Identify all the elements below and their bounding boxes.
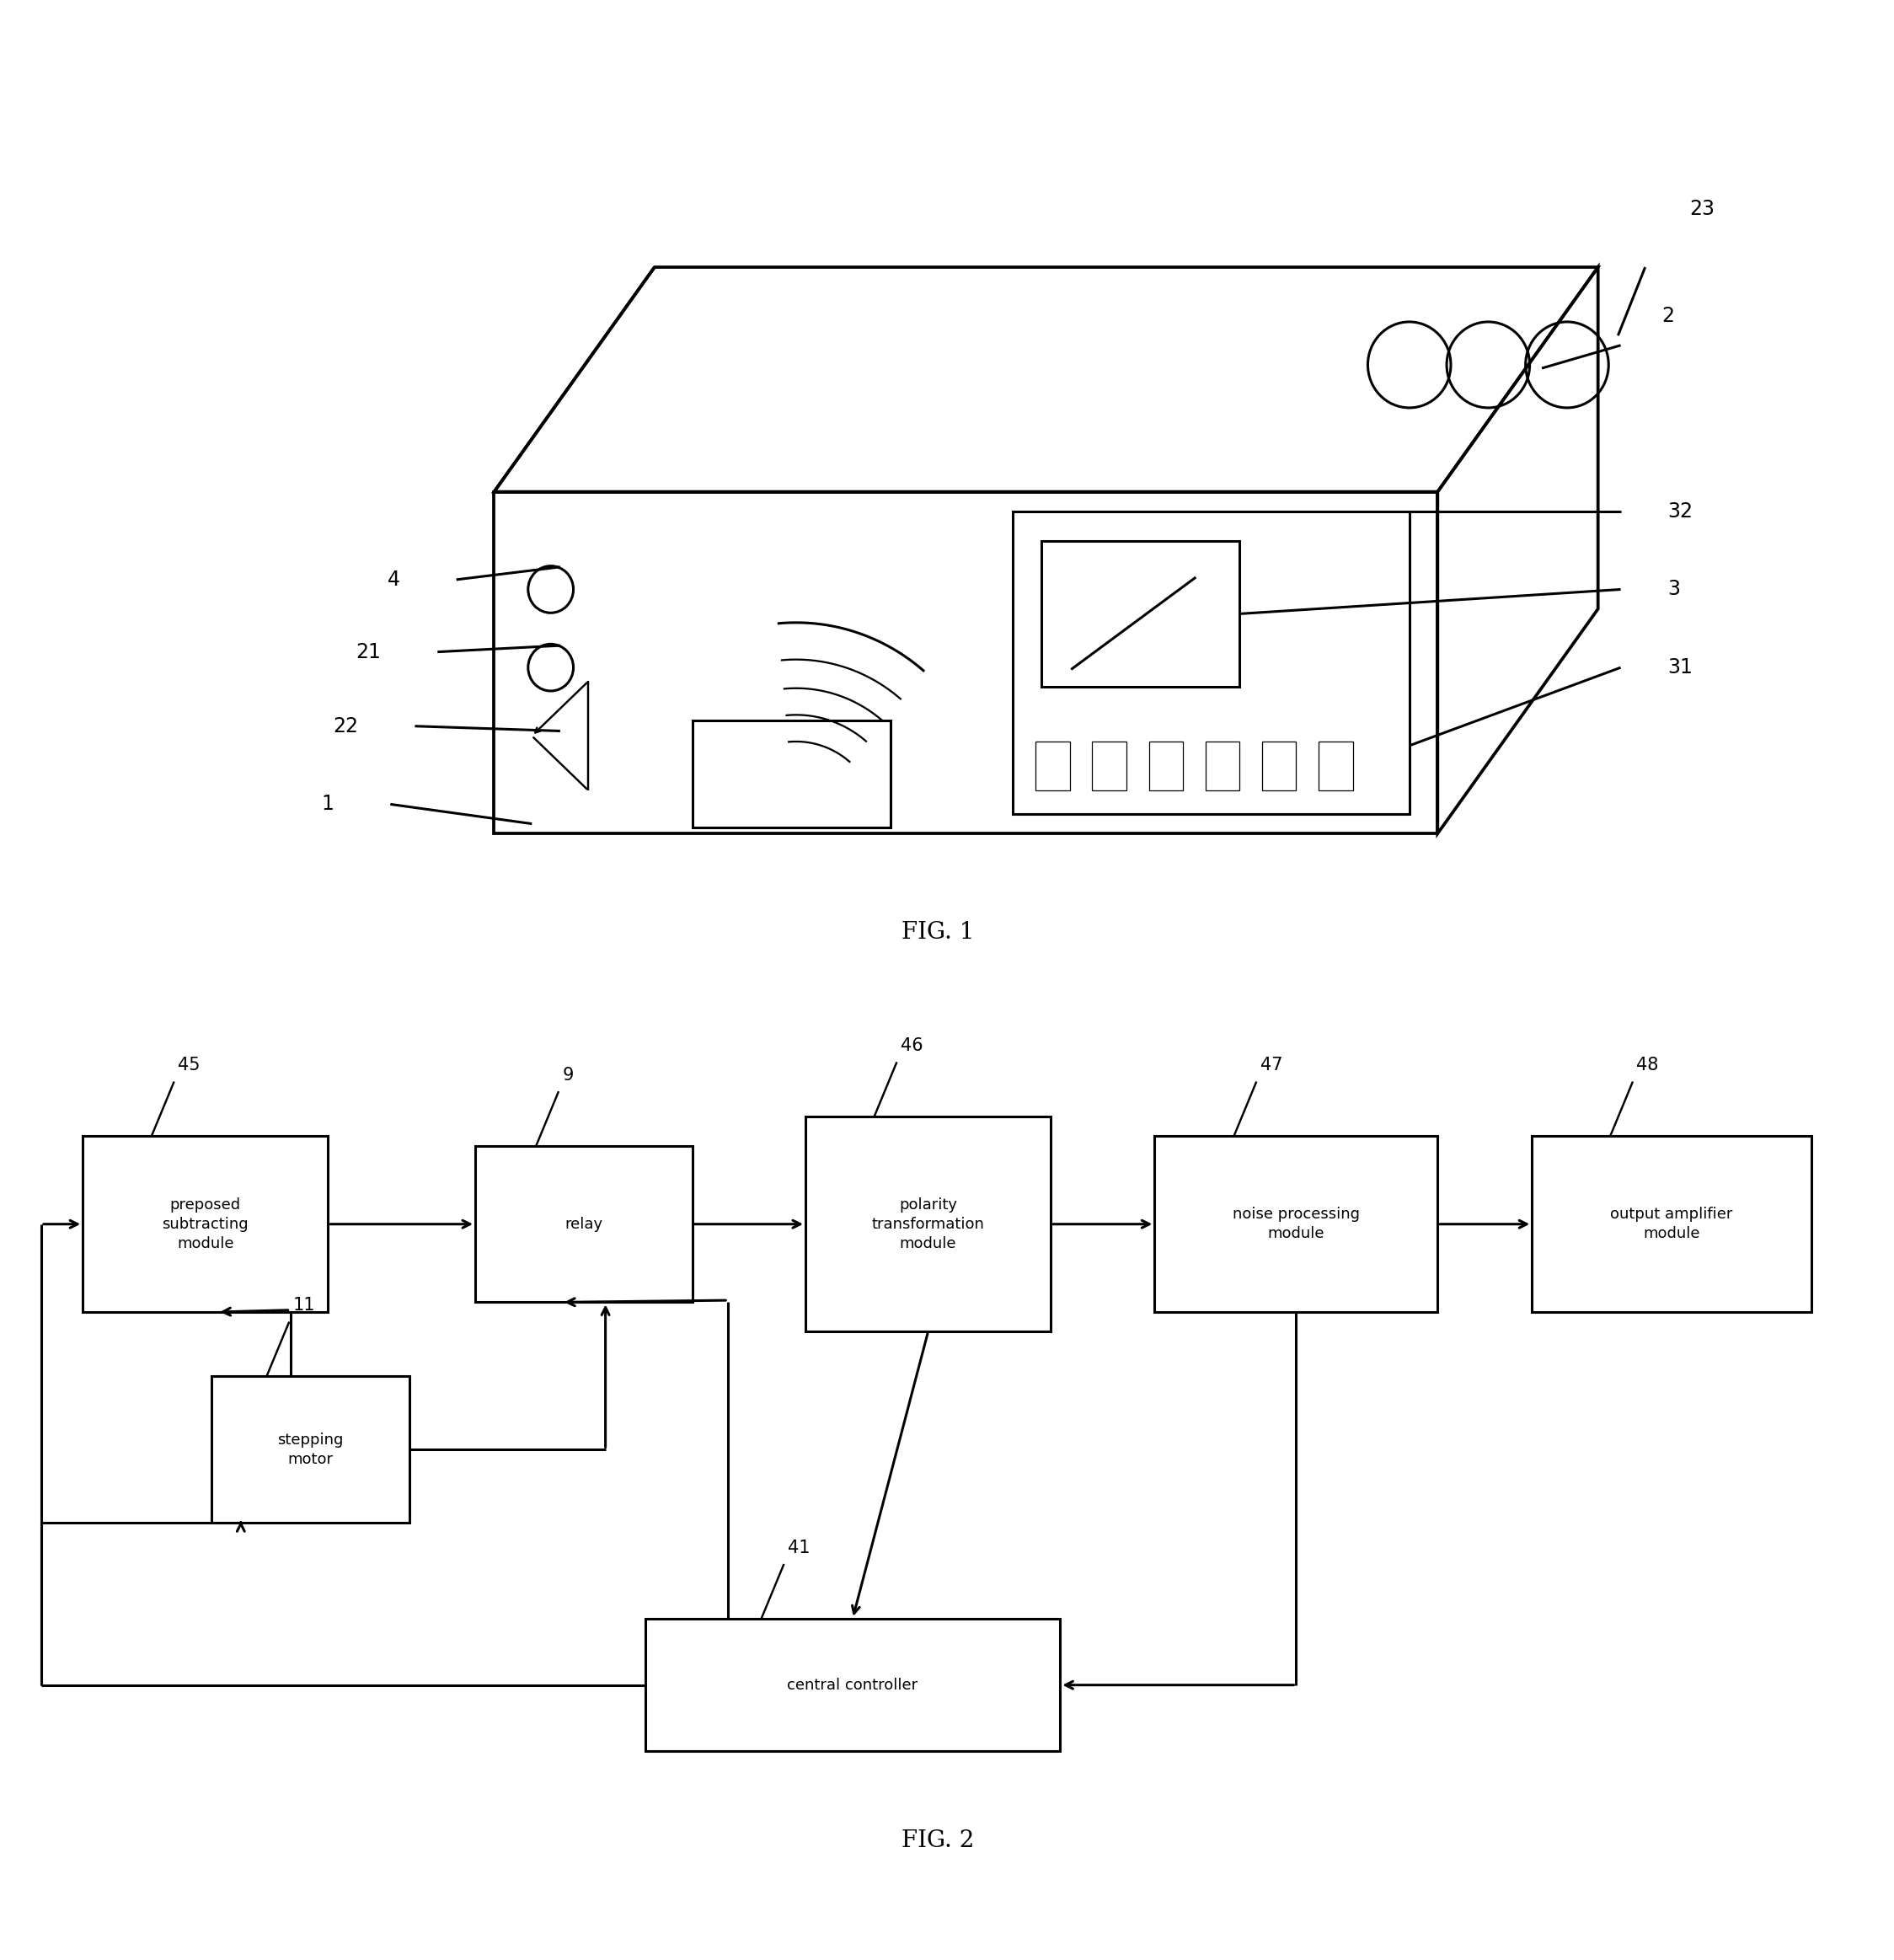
Text: central controller: central controller	[788, 1678, 919, 1693]
Text: 46: 46	[900, 1037, 922, 1054]
Text: 23: 23	[1689, 198, 1714, 220]
Text: relay: relay	[564, 1217, 602, 1231]
Text: 3: 3	[1669, 580, 1680, 600]
Text: 48: 48	[1636, 1056, 1659, 1074]
Text: 1: 1	[322, 794, 333, 813]
Text: 31: 31	[1669, 657, 1693, 678]
Text: 47: 47	[1260, 1056, 1282, 1074]
Text: 22: 22	[333, 715, 358, 737]
Text: stepping
motor: stepping motor	[277, 1433, 343, 1466]
Text: 2: 2	[1661, 306, 1674, 325]
Text: output amplifier
module: output amplifier module	[1610, 1207, 1733, 1241]
Text: 21: 21	[356, 641, 381, 662]
Text: preposed
subtracting
module: preposed subtracting module	[163, 1198, 248, 1250]
Text: 9: 9	[563, 1066, 574, 1084]
Text: 11: 11	[294, 1298, 314, 1313]
Text: polarity
transformation
module: polarity transformation module	[871, 1198, 985, 1250]
Text: noise processing
module: noise processing module	[1233, 1207, 1360, 1241]
Text: 4: 4	[386, 570, 400, 590]
Text: FIG. 2: FIG. 2	[902, 1829, 974, 1852]
Text: 32: 32	[1669, 502, 1693, 521]
Text: FIG. 1: FIG. 1	[902, 921, 974, 945]
Text: 41: 41	[788, 1539, 811, 1556]
Text: 45: 45	[178, 1056, 201, 1074]
